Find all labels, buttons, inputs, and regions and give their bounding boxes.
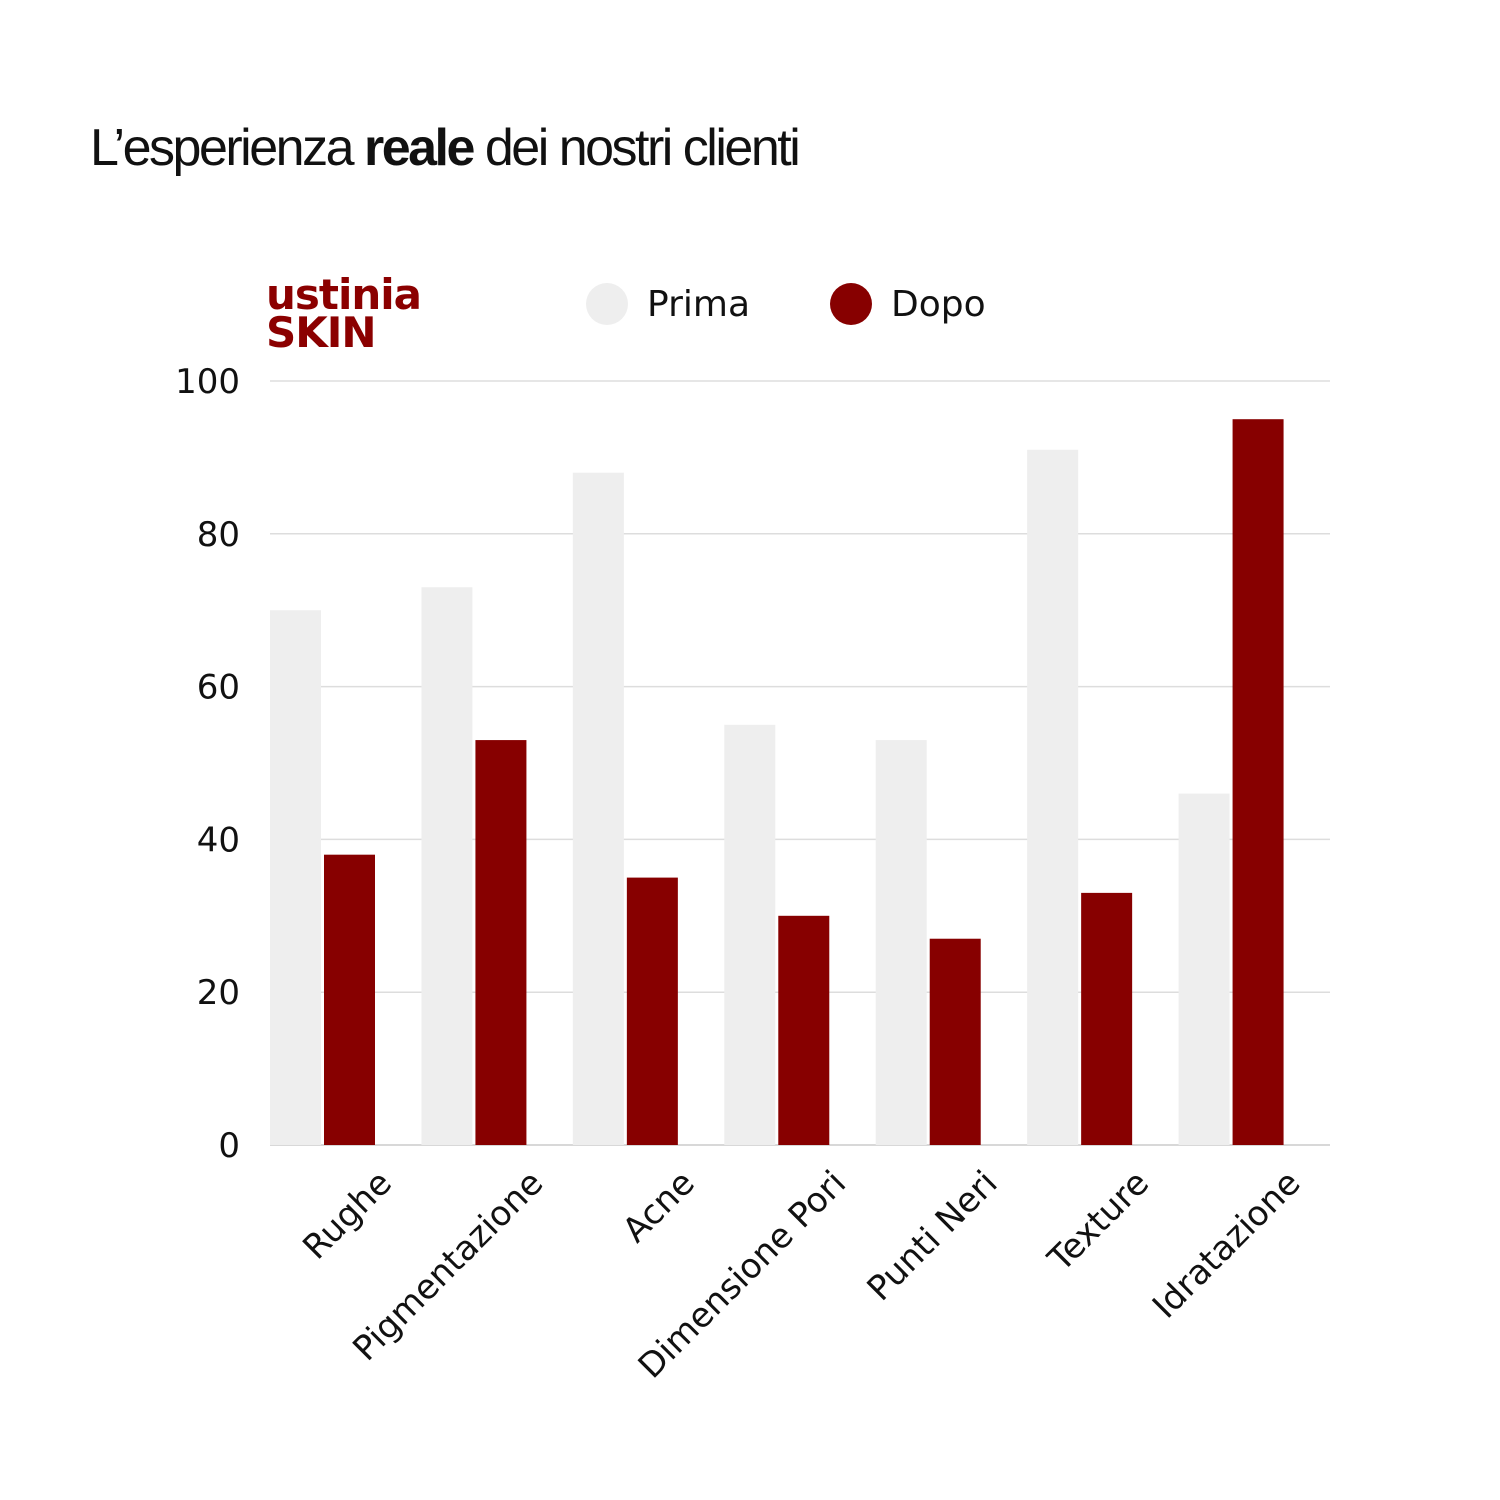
bar-prima-1 (421, 587, 473, 1145)
x-tick-label: Rughe (295, 1163, 399, 1267)
bar-prima-2 (572, 472, 624, 1145)
y-tick-label: 0 (218, 1126, 240, 1166)
bar-prima-6 (1178, 793, 1230, 1145)
bars (270, 419, 1284, 1145)
bar-dopo-0 (324, 854, 375, 1145)
title-bold: reale (363, 119, 475, 177)
y-tick-label: 20 (197, 973, 240, 1013)
y-tick-label: 100 (175, 362, 240, 402)
bar-prima-5 (1027, 449, 1079, 1145)
y-tick-label: 40 (197, 820, 240, 860)
logo-line-2: SKIN (266, 308, 377, 357)
y-tick-label: 80 (197, 515, 240, 555)
bar-dopo-1 (475, 740, 527, 1145)
title-prefix: L’esperienza (90, 119, 364, 177)
bar-dopo-4 (929, 938, 981, 1145)
x-tick-label: Punti Neri (860, 1163, 1006, 1309)
x-tick-label: Acne (615, 1163, 703, 1251)
y-axis: 0 20 40 60 80 100 (175, 362, 240, 1166)
x-tick-label: Texture (1040, 1163, 1157, 1280)
bar-prima-3 (724, 724, 776, 1145)
bar-dopo-2 (626, 877, 678, 1145)
bar-dopo-3 (778, 915, 830, 1145)
legend-marker-dopo (830, 283, 872, 325)
legend-label-dopo: Dopo (891, 284, 986, 325)
y-tick-label: 60 (197, 668, 240, 708)
bar-dopo-5 (1081, 892, 1133, 1145)
title-suffix: dei nostri clienti (472, 119, 801, 177)
bar-prima-4 (875, 740, 927, 1145)
legend-label-prima: Prima (647, 284, 750, 325)
bar-dopo-6 (1232, 419, 1284, 1145)
x-tick-label: Idratazione (1145, 1163, 1308, 1326)
logo-line-1: ustinia (266, 270, 422, 319)
bar-prima-0 (270, 610, 321, 1145)
brand-logo: ustinia SKIN (266, 270, 422, 357)
legend: Prima Dopo (586, 283, 986, 325)
page-title: L’esperienza reale dei nostri clienti (90, 119, 801, 177)
legend-marker-prima (586, 283, 628, 325)
